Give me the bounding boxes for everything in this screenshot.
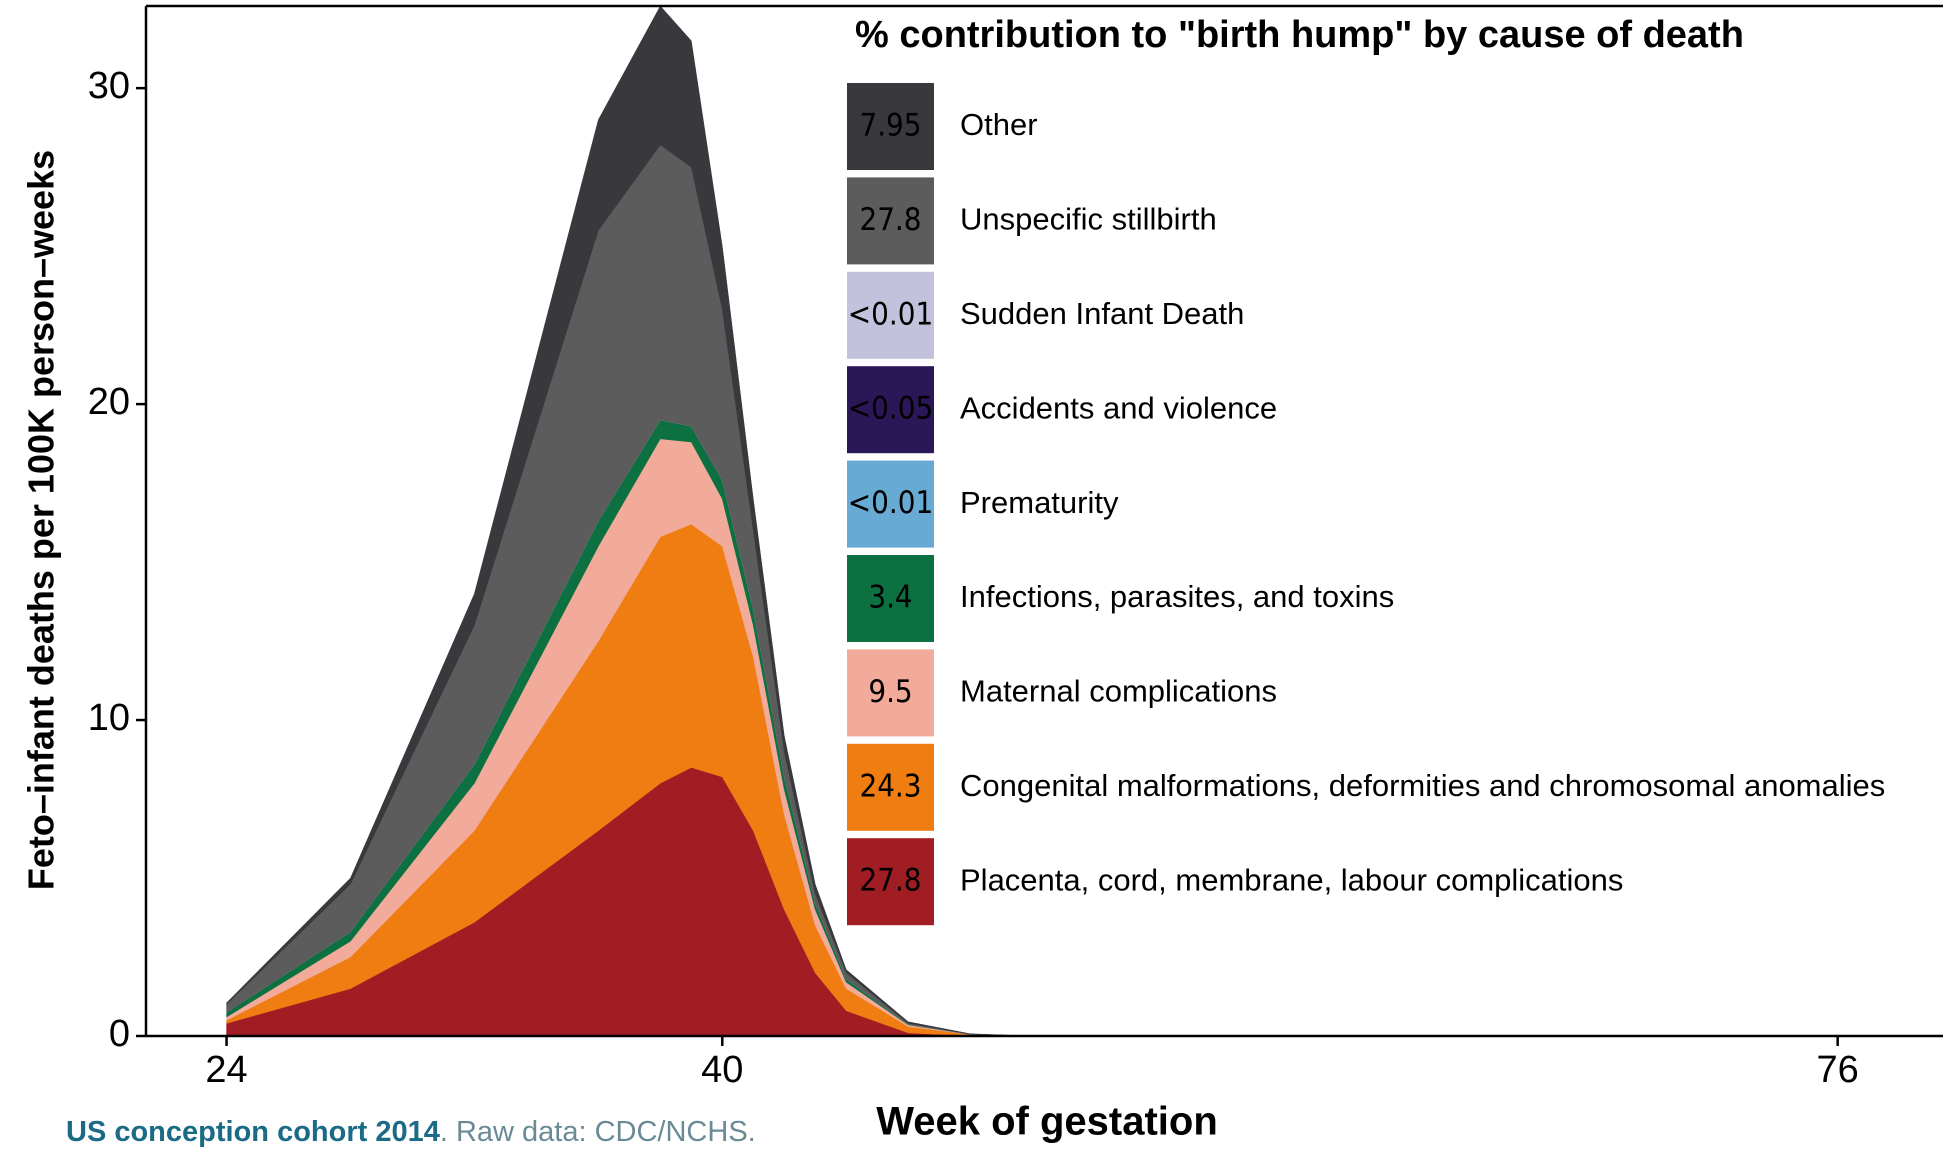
legend-swatch (847, 366, 934, 454)
legend-value: <0.05 (848, 391, 933, 427)
legend-value: 24.3 (859, 768, 921, 804)
legend-swatch (847, 838, 934, 926)
legend-value: 3.4 (868, 580, 912, 616)
legend-swatch (847, 271, 934, 359)
y-tick-label: 10 (88, 697, 130, 739)
legend-swatch (847, 649, 934, 737)
legend-label: Sudden Infant Death (960, 296, 1244, 331)
y-tick-label: 30 (88, 65, 130, 107)
legend-label: Prematurity (960, 485, 1119, 520)
legend-value: <0.01 (848, 296, 933, 332)
legend-title: % contribution to "birth hump" by cause … (855, 14, 1744, 56)
legend-label: Unspecific stillbirth (960, 202, 1217, 237)
legend-label: Other (960, 107, 1038, 142)
legend-label: Congenital malformations, deformities an… (960, 768, 1885, 803)
legend-swatch (847, 460, 934, 548)
caption-bold: US conception cohort 2014 (66, 1116, 440, 1148)
legend-swatch (847, 743, 934, 831)
x-tick-label: 76 (1817, 1049, 1859, 1091)
legend-swatch (847, 177, 934, 265)
y-tick-label: 0 (109, 1013, 130, 1055)
legend-value: 9.5 (868, 674, 912, 710)
legend-value: <0.01 (848, 485, 933, 521)
caption: US conception cohort 2014. Raw data: CDC… (66, 1116, 756, 1148)
y-axis-title: Feto–infant deaths per 100K person–weeks (21, 150, 62, 890)
legend-label: Accidents and violence (960, 390, 1277, 425)
legend-swatch (847, 83, 934, 170)
x-tick-label: 40 (701, 1049, 743, 1091)
x-axis-title: Week of gestation (876, 1100, 1218, 1144)
legend-label: Placenta, cord, membrane, labour complic… (960, 862, 1623, 897)
legend-value: 7.95 (859, 108, 921, 144)
legend-label: Maternal complications (960, 674, 1277, 709)
y-tick-label: 20 (88, 381, 130, 423)
legend-swatch (847, 555, 934, 642)
legend-value: 27.8 (859, 863, 921, 899)
caption-rest: . Raw data: CDC/NCHS. (440, 1116, 756, 1148)
legend-value: 27.8 (859, 202, 921, 238)
x-tick-label: 24 (205, 1049, 247, 1091)
legend-label: Infections, parasites, and toxins (960, 579, 1394, 614)
